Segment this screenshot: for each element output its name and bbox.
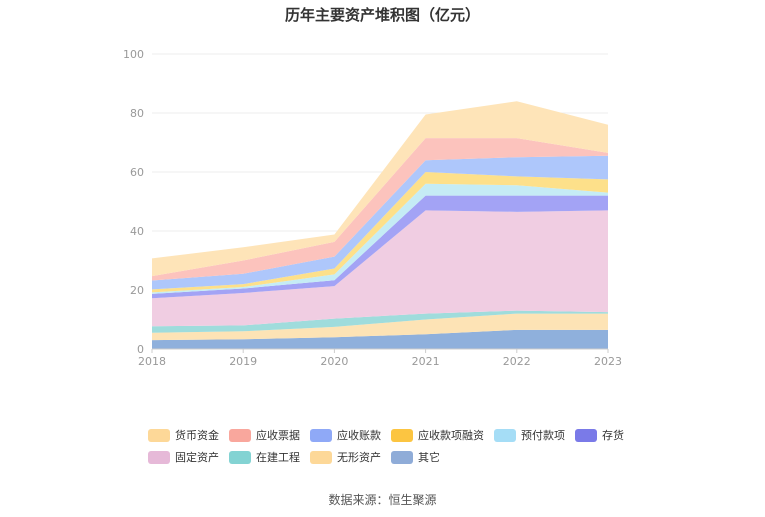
legend-item[interactable]: 应收款项融资 — [391, 427, 484, 443]
legend-swatch — [391, 450, 413, 464]
legend-label: 存货 — [602, 429, 624, 442]
x-tick-label: 2020 — [320, 355, 348, 368]
legend-swatch — [310, 428, 332, 442]
area-预付款项 — [152, 183, 608, 294]
legend-item[interactable]: 在建工程 — [229, 449, 300, 465]
legend-row: 货币资金 应收票据 应收账款 应收款项融资 预付款项 存货 — [148, 424, 648, 446]
legend-item[interactable]: 无形资产 — [310, 449, 381, 465]
legend-item[interactable]: 应收票据 — [229, 427, 300, 443]
area-无形资产 — [152, 313, 608, 341]
tick-labels: 0 20 40 60 80 100 2018 2019 2020 2021 2022 2023 — [123, 48, 622, 368]
legend-swatch — [148, 428, 170, 442]
x-tick-label: 2022 — [503, 355, 531, 368]
legend-item[interactable]: 货币资金 — [148, 427, 219, 443]
legend-swatch — [494, 428, 516, 442]
legend-swatch — [229, 428, 251, 442]
area-其它 — [152, 329, 608, 349]
legend-swatch — [148, 450, 170, 464]
legend-row: 固定资产 在建工程 无形资产 其它 — [148, 446, 648, 468]
source-note: 数据来源：恒生聚源 — [328, 493, 437, 507]
area-series — [152, 101, 608, 349]
legend-label: 货币资金 — [175, 429, 219, 442]
area-应收账款 — [152, 155, 608, 290]
chart-title: 历年主要资产堆积图（亿元） — [284, 6, 480, 24]
area-存货 — [152, 195, 608, 299]
legend-label: 无形资产 — [337, 451, 381, 464]
y-tick-label: 60 — [130, 166, 144, 179]
area-在建工程 — [152, 310, 608, 333]
y-tick-label: 20 — [130, 284, 144, 297]
legend-swatch — [575, 428, 597, 442]
y-tick-label: 40 — [130, 225, 144, 238]
legend-label: 预付款项 — [521, 429, 565, 442]
area-应收款项融资 — [152, 172, 608, 293]
legend-item[interactable]: 固定资产 — [148, 449, 219, 465]
legend: 货币资金 应收票据 应收账款 应收款项融资 预付款项 存货固定资产 在建工程 无形资产 其它 — [148, 424, 648, 468]
x-tick-label: 2019 — [229, 355, 257, 368]
legend-swatch — [391, 428, 413, 442]
legend-label: 应收款项融资 — [418, 429, 484, 442]
area-货币资金 — [152, 101, 608, 277]
y-tick-label: 80 — [130, 107, 144, 120]
legend-label: 应收票据 — [256, 429, 300, 442]
legend-label: 其它 — [418, 451, 440, 464]
x-tick-label: 2023 — [594, 355, 622, 368]
legend-label: 固定资产 — [175, 451, 219, 464]
legend-item[interactable]: 存货 — [575, 427, 624, 443]
area-应收票据 — [152, 138, 608, 281]
legend-swatch — [229, 450, 251, 464]
area-固定资产 — [152, 210, 608, 327]
x-tick-label: 2018 — [138, 355, 166, 368]
legend-item[interactable]: 预付款项 — [494, 427, 565, 443]
stacked-area-chart: 0 20 40 60 80 100 2018 2019 2020 2021 2022 2023 — [123, 48, 622, 368]
x-tick-label: 2021 — [412, 355, 440, 368]
y-tick-label: 0 — [137, 343, 144, 356]
legend-item[interactable]: 应收账款 — [310, 427, 381, 443]
legend-label: 应收账款 — [337, 429, 381, 442]
x-axis — [151, 348, 609, 353]
legend-label: 在建工程 — [256, 451, 300, 464]
y-tick-label: 100 — [123, 48, 144, 61]
legend-swatch — [310, 450, 332, 464]
legend-item[interactable]: 其它 — [391, 449, 440, 465]
